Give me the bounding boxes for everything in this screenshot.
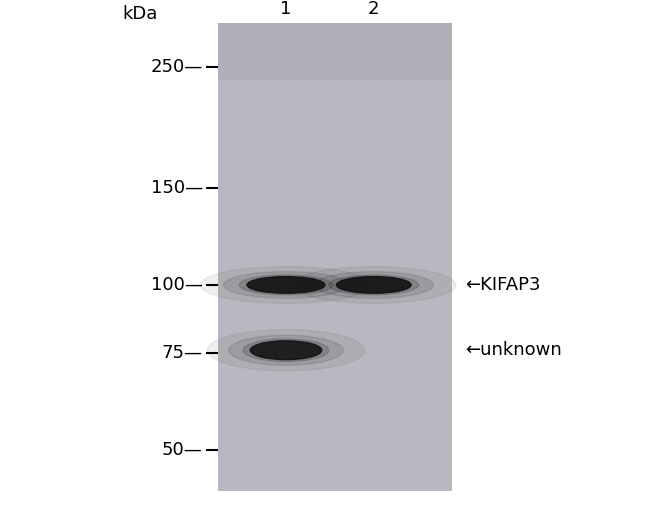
Text: 1: 1 — [280, 0, 292, 18]
Text: 2: 2 — [368, 0, 380, 18]
Text: 50—: 50— — [162, 441, 203, 459]
Ellipse shape — [239, 275, 333, 295]
Ellipse shape — [224, 271, 348, 298]
Text: ←KIFAP3: ←KIFAP3 — [465, 276, 540, 294]
Ellipse shape — [291, 267, 456, 303]
Ellipse shape — [243, 339, 329, 361]
Text: kDa: kDa — [122, 5, 157, 23]
Text: 100—: 100— — [151, 276, 203, 294]
Text: 150—: 150— — [151, 179, 203, 198]
Text: ←unknown: ←unknown — [465, 341, 562, 359]
Ellipse shape — [337, 277, 411, 293]
Bar — [218, 23, 452, 491]
Ellipse shape — [200, 267, 372, 303]
Ellipse shape — [207, 330, 365, 371]
Text: 250—: 250— — [151, 58, 203, 76]
Text: 75—: 75— — [162, 344, 203, 362]
Ellipse shape — [250, 341, 322, 360]
Bar — [218, 23, 452, 80]
Ellipse shape — [247, 277, 325, 293]
Ellipse shape — [314, 271, 434, 298]
Ellipse shape — [329, 275, 419, 295]
Ellipse shape — [229, 335, 343, 365]
